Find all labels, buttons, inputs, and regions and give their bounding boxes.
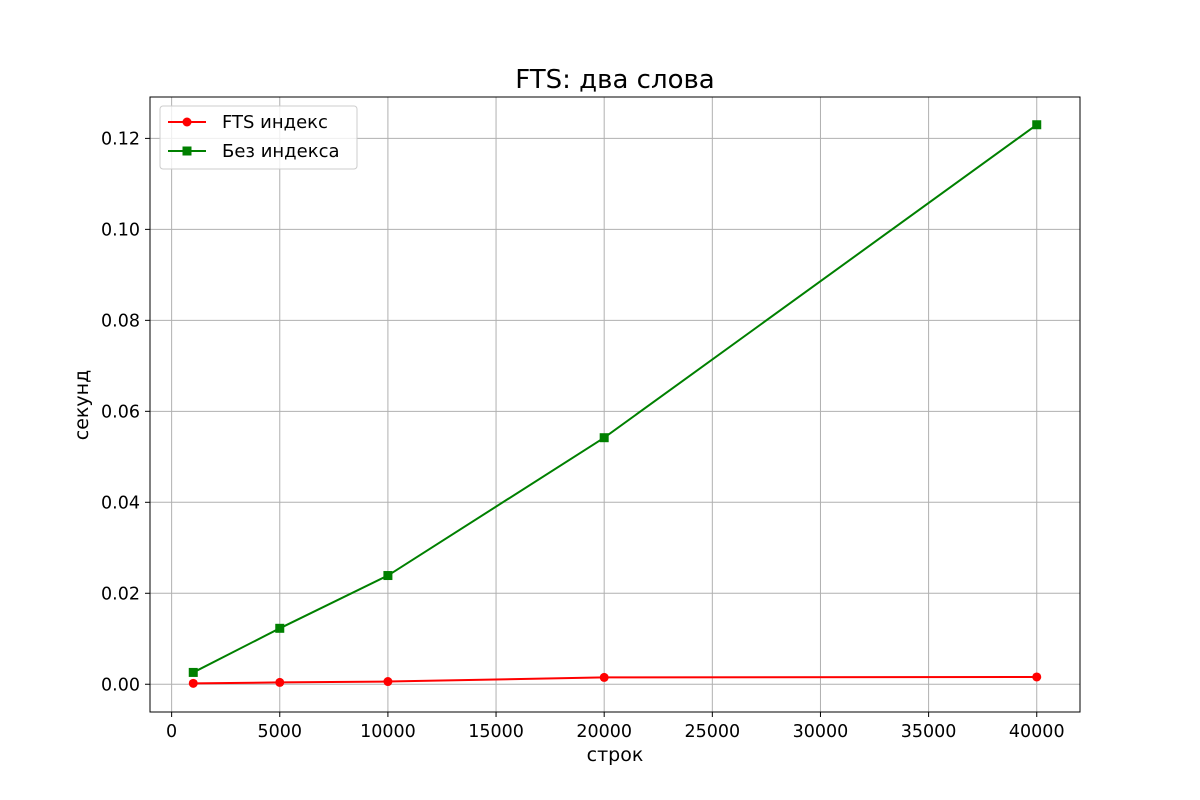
x-tick-label: 5000 <box>257 722 302 742</box>
series-layer <box>188 120 1042 688</box>
y-tick-label: 0.04 <box>101 493 140 513</box>
y-axis-ticks: 0.00 0.02 0.04 0.06 0.08 0.10 0.12 <box>101 129 150 695</box>
series-0 <box>188 672 1042 688</box>
plot-frame <box>149 96 1081 713</box>
y-axis-label: секунд <box>71 370 93 440</box>
grid <box>150 97 1080 712</box>
legend-marker-no-index <box>182 146 192 156</box>
data-point <box>599 672 609 682</box>
x-tick-label: 10000 <box>360 722 416 742</box>
data-point <box>275 623 285 633</box>
data-point <box>275 677 285 687</box>
legend-label-fts-index: FTS индекс <box>222 112 328 133</box>
y-tick-label: 0.12 <box>101 129 140 149</box>
x-axis-label: строк <box>587 744 644 766</box>
x-tick-label: 0 <box>166 722 177 742</box>
x-tick-label: 40000 <box>1009 722 1065 742</box>
y-tick-label: 0.06 <box>101 402 140 422</box>
legend-marker-fts-index <box>182 117 192 127</box>
y-tick-label: 0.08 <box>101 311 140 331</box>
series-1 <box>188 120 1042 677</box>
y-tick-label: 0.02 <box>101 584 140 604</box>
x-tick-label: 30000 <box>793 722 849 742</box>
data-point <box>188 667 198 677</box>
data-point <box>188 678 198 688</box>
chart-title: FTS: два слова <box>515 65 714 95</box>
legend-box <box>159 105 358 170</box>
data-point <box>383 677 393 687</box>
x-tick-label: 15000 <box>468 722 524 742</box>
legend: FTS индекс Без индекса <box>159 105 358 170</box>
y-tick-label: 0.00 <box>101 675 140 695</box>
x-tick-label: 25000 <box>684 722 740 742</box>
data-point <box>1032 672 1042 682</box>
data-point <box>1032 120 1042 130</box>
data-point <box>599 433 609 443</box>
x-axis-ticks: 0 5000 10000 15000 20000 25000 30000 35000 40000 <box>166 712 1065 742</box>
legend-label-no-index: Без индекса <box>222 141 340 162</box>
y-tick-label: 0.10 <box>101 220 140 240</box>
x-tick-label: 35000 <box>901 722 957 742</box>
data-point <box>383 571 393 581</box>
x-tick-label: 20000 <box>576 722 632 742</box>
